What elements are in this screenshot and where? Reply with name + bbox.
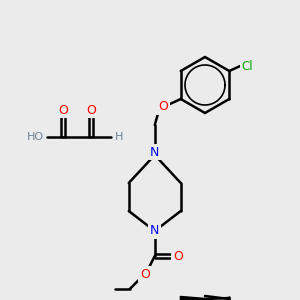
Text: O: O [58,103,68,116]
Text: O: O [173,250,183,262]
Text: O: O [86,103,96,116]
Text: O: O [140,268,150,281]
Text: O: O [158,100,168,113]
Text: N: N [150,224,159,238]
Text: H: H [115,132,123,142]
Text: N: N [150,146,159,158]
Text: Cl: Cl [242,59,253,73]
Text: HO: HO [26,132,44,142]
